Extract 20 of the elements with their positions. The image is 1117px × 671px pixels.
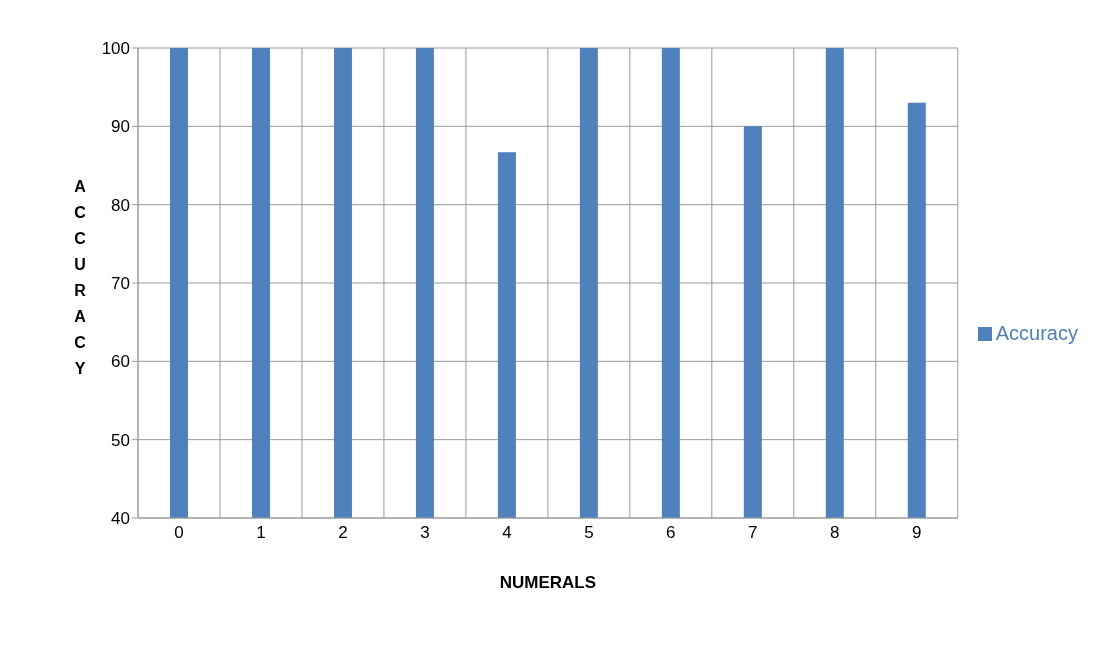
y-axis-title: ACCURACY [74, 178, 87, 377]
x-tick-label: 4 [502, 523, 512, 543]
x-axis-title: NUMERALS [499, 573, 597, 592]
x-tick-label: 0 [174, 523, 184, 543]
y-tick-label: 50 [111, 430, 130, 450]
y-tick-label: 90 [111, 117, 130, 137]
y-tick-label: 60 [111, 352, 130, 372]
x-tick-label: 7 [748, 523, 758, 543]
x-tick-label: 8 [830, 523, 840, 543]
legend-label: Accuracy [995, 321, 1078, 344]
x-tick-label: 6 [666, 523, 676, 543]
y-tick-label: 40 [111, 509, 130, 529]
x-tick-label: 9 [912, 523, 922, 543]
x-tick-label: 5 [584, 523, 594, 543]
x-tick-label: 1 [256, 523, 266, 543]
y-tick-label: 70 [111, 274, 130, 294]
y-tick-label: 80 [111, 195, 130, 215]
x-tick-label: 3 [420, 523, 430, 543]
x-tick-label: 2 [338, 523, 348, 543]
y-tick-label: 100 [101, 39, 130, 59]
